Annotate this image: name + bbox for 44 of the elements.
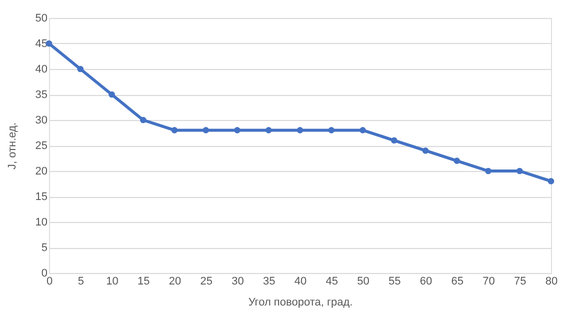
x-tick-label: 80 [545, 276, 558, 288]
point [390, 137, 398, 144]
x-tick-label: 30 [232, 276, 244, 288]
x-tick-label: 20 [168, 276, 182, 288]
point [265, 127, 272, 134]
x-tick-label: 50 [357, 276, 370, 288]
y-tick-label: 20 [35, 166, 48, 178]
point [77, 66, 84, 72]
y-tick-label: 50 [35, 12, 48, 24]
x-tick-label: 75 [514, 276, 526, 288]
y-tick-label: 0 [41, 268, 48, 280]
point [454, 158, 460, 164]
point [422, 147, 429, 154]
point [360, 127, 366, 134]
x-tick-label: 40 [294, 276, 307, 288]
x-tick-label: 10 [106, 276, 118, 288]
x-tick-label: 35 [263, 276, 276, 288]
y-tick-label: 25 [35, 140, 48, 152]
x-tick-label: 60 [420, 276, 432, 288]
y-tick-label: 40 [35, 64, 48, 76]
point [516, 168, 523, 174]
point [485, 168, 492, 174]
y-tick-label: 15 [35, 191, 48, 203]
x-tick-label: 65 [451, 276, 464, 288]
point [202, 127, 210, 134]
y-tick-label: 30 [35, 114, 48, 126]
x-axis-title: Угол поворота, град. [248, 296, 353, 308]
x-tick-label: 5 [78, 276, 84, 288]
x-tick-label: 25 [200, 276, 212, 288]
x-tick-label: 45 [326, 276, 338, 288]
x-tick-label: 15 [138, 276, 150, 288]
point [140, 116, 146, 124]
point [548, 178, 554, 184]
y-axis-title: J, отн.ед. [6, 122, 18, 170]
point [171, 127, 178, 134]
point [296, 127, 304, 134]
y-tick-label: 5 [41, 242, 48, 254]
y-tick-label: 10 [35, 216, 48, 228]
x-tick-label: 55 [388, 276, 401, 288]
point [108, 91, 115, 98]
point [328, 127, 335, 134]
x-tick-label: 70 [482, 276, 495, 288]
y-tick-label: 35 [35, 89, 48, 101]
point [234, 127, 240, 134]
